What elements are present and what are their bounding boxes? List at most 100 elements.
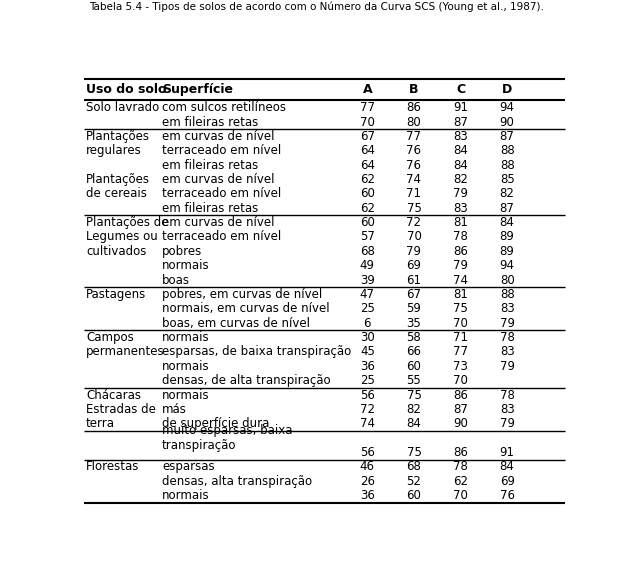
Text: 84: 84: [406, 417, 422, 430]
Text: em fileiras retas: em fileiras retas: [162, 116, 258, 128]
Text: A: A: [363, 83, 372, 96]
Text: de superfície dura: de superfície dura: [162, 417, 270, 430]
Text: 62: 62: [360, 173, 375, 186]
Text: más: más: [162, 403, 187, 416]
Text: 75: 75: [406, 389, 422, 402]
Text: 80: 80: [406, 116, 422, 128]
Text: 71: 71: [453, 331, 468, 344]
Text: 83: 83: [453, 202, 468, 215]
Text: 91: 91: [453, 101, 468, 114]
Text: em curvas de nível: em curvas de nível: [162, 216, 275, 229]
Text: 75: 75: [406, 202, 422, 215]
Text: 87: 87: [453, 403, 468, 416]
Text: 67: 67: [360, 130, 375, 143]
Text: densas, alta transpiração: densas, alta transpiração: [162, 475, 312, 488]
Text: muito esparsas, baixa
transpiração: muito esparsas, baixa transpiração: [162, 424, 292, 452]
Text: 79: 79: [499, 417, 515, 430]
Text: 76: 76: [499, 489, 515, 502]
Text: 70: 70: [360, 116, 375, 128]
Text: normais, em curvas de nível: normais, em curvas de nível: [162, 302, 330, 315]
Text: com sulcos retilíneos: com sulcos retilíneos: [162, 101, 286, 114]
Text: 84: 84: [453, 144, 468, 157]
Text: 78: 78: [499, 331, 515, 344]
Text: 79: 79: [453, 188, 468, 201]
Text: 36: 36: [360, 360, 375, 373]
Text: 68: 68: [360, 245, 375, 258]
Text: em fileiras retas: em fileiras retas: [162, 202, 258, 215]
Text: 74: 74: [406, 173, 422, 186]
Text: 77: 77: [453, 345, 468, 359]
Text: 60: 60: [406, 489, 422, 502]
Text: normais: normais: [162, 331, 210, 344]
Text: Florestas: Florestas: [86, 461, 139, 474]
Text: normais: normais: [162, 489, 210, 502]
Text: 77: 77: [406, 130, 422, 143]
Text: 56: 56: [360, 446, 375, 459]
Text: em fileiras retas: em fileiras retas: [162, 158, 258, 172]
Text: Legumes ou: Legumes ou: [86, 230, 158, 243]
Text: 87: 87: [499, 130, 515, 143]
Text: 82: 82: [453, 173, 468, 186]
Text: 79: 79: [453, 259, 468, 272]
Text: 84: 84: [499, 461, 515, 474]
Text: pobres: pobres: [162, 245, 203, 258]
Text: 82: 82: [499, 188, 515, 201]
Text: 86: 86: [453, 446, 468, 459]
Text: 86: 86: [406, 101, 422, 114]
Text: 36: 36: [360, 489, 375, 502]
Text: Plantações de: Plantações de: [86, 216, 168, 229]
Text: 58: 58: [406, 331, 422, 344]
Text: boas: boas: [162, 274, 190, 287]
Text: C: C: [456, 83, 465, 96]
Text: 69: 69: [499, 475, 515, 488]
Text: 75: 75: [406, 446, 422, 459]
Text: 49: 49: [360, 259, 375, 272]
Text: Campos: Campos: [86, 331, 134, 344]
Text: terraceado em nível: terraceado em nível: [162, 188, 281, 201]
Text: 68: 68: [406, 461, 422, 474]
Text: normais: normais: [162, 389, 210, 402]
Text: 76: 76: [406, 158, 422, 172]
Text: 84: 84: [453, 158, 468, 172]
Text: 70: 70: [453, 489, 468, 502]
Text: 45: 45: [360, 345, 375, 359]
Text: 77: 77: [360, 101, 375, 114]
Text: 84: 84: [499, 216, 515, 229]
Text: 70: 70: [406, 230, 422, 243]
Text: 78: 78: [453, 230, 468, 243]
Text: 72: 72: [406, 216, 422, 229]
Text: 47: 47: [360, 288, 375, 301]
Text: 25: 25: [360, 302, 375, 315]
Text: 79: 79: [499, 360, 515, 373]
Text: 55: 55: [406, 374, 422, 387]
Text: Uso do solo: Uso do solo: [86, 83, 166, 96]
Text: 66: 66: [406, 345, 422, 359]
Text: 62: 62: [453, 475, 468, 488]
Text: 73: 73: [453, 360, 468, 373]
Text: 62: 62: [360, 202, 375, 215]
Text: 60: 60: [360, 188, 375, 201]
Text: Solo lavrado: Solo lavrado: [86, 101, 160, 114]
Text: 88: 88: [500, 288, 515, 301]
Text: 46: 46: [360, 461, 375, 474]
Text: permanentes: permanentes: [86, 345, 165, 359]
Text: normais: normais: [162, 360, 210, 373]
Text: 87: 87: [453, 116, 468, 128]
Text: 70: 70: [453, 317, 468, 329]
Text: 35: 35: [406, 317, 422, 329]
Text: Chácaras: Chácaras: [86, 389, 141, 402]
Text: 83: 83: [500, 345, 515, 359]
Text: esparsas: esparsas: [162, 461, 215, 474]
Text: boas, em curvas de nível: boas, em curvas de nível: [162, 317, 310, 329]
Text: 81: 81: [453, 288, 468, 301]
Text: terraceado em nível: terraceado em nível: [162, 230, 281, 243]
Text: 72: 72: [360, 403, 375, 416]
Text: 74: 74: [360, 417, 375, 430]
Text: Plantações: Plantações: [86, 173, 150, 186]
Text: Plantações: Plantações: [86, 130, 150, 143]
Text: 90: 90: [499, 116, 515, 128]
Text: 87: 87: [499, 202, 515, 215]
Text: terraceado em nível: terraceado em nível: [162, 144, 281, 157]
Text: 60: 60: [360, 216, 375, 229]
Text: 90: 90: [453, 417, 468, 430]
